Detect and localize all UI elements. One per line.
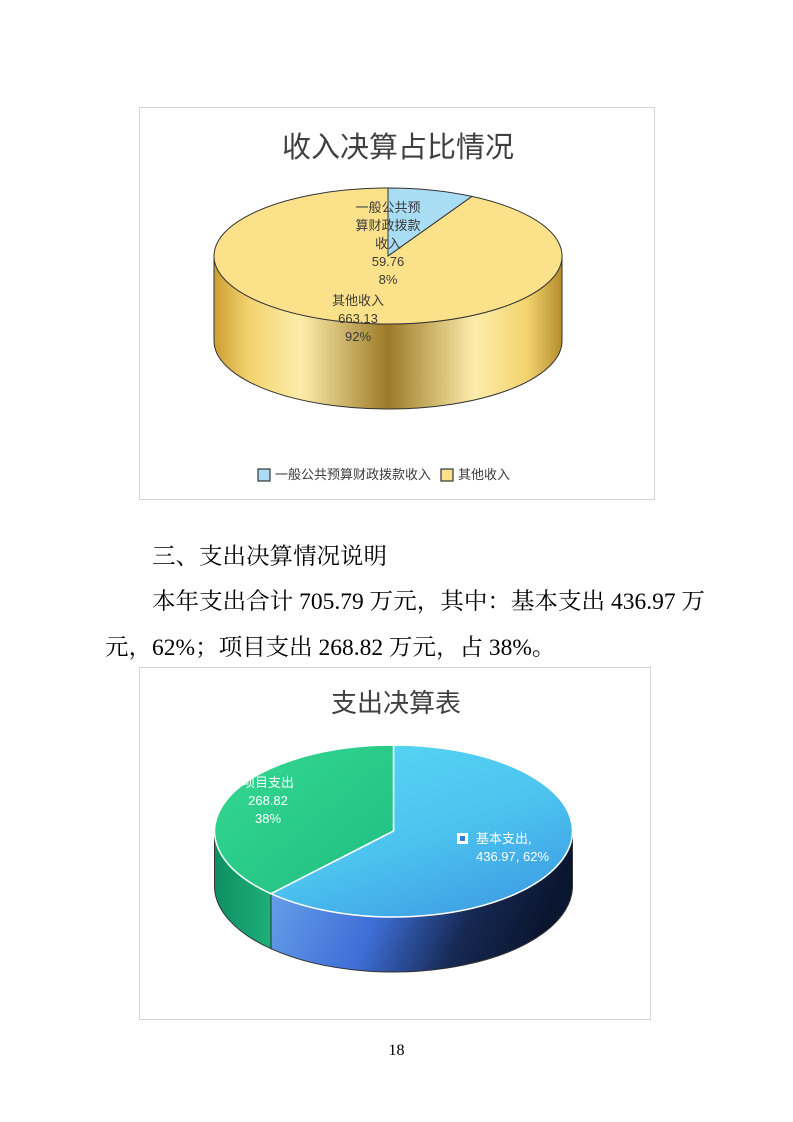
- svg-text:其他收入: 其他收入: [332, 293, 384, 308]
- svg-text:436.97, 62%: 436.97, 62%: [476, 849, 549, 864]
- svg-text:59.76: 59.76: [372, 254, 405, 269]
- svg-text:38%: 38%: [255, 811, 281, 826]
- svg-text:8%: 8%: [379, 272, 398, 287]
- svg-text:收入: 收入: [375, 236, 401, 251]
- svg-text:92%: 92%: [345, 329, 371, 344]
- svg-text:收入决算占比情况: 收入决算占比情况: [282, 131, 514, 164]
- svg-text:支出决算表: 支出决算表: [331, 688, 461, 718]
- svg-text:663.13: 663.13: [338, 311, 378, 326]
- svg-text:基本支出,: 基本支出,: [476, 831, 532, 846]
- svg-text:一般公共预: 一般公共预: [355, 200, 420, 215]
- svg-text:其他收入: 其他收入: [458, 467, 510, 482]
- svg-text:268.82: 268.82: [248, 793, 288, 808]
- svg-text:一般公共预算财政拨款收入: 一般公共预算财政拨款收入: [275, 467, 431, 482]
- svg-text:算财政拨款: 算财政拨款: [355, 218, 420, 233]
- svg-text:项目支出: 项目支出: [242, 775, 294, 790]
